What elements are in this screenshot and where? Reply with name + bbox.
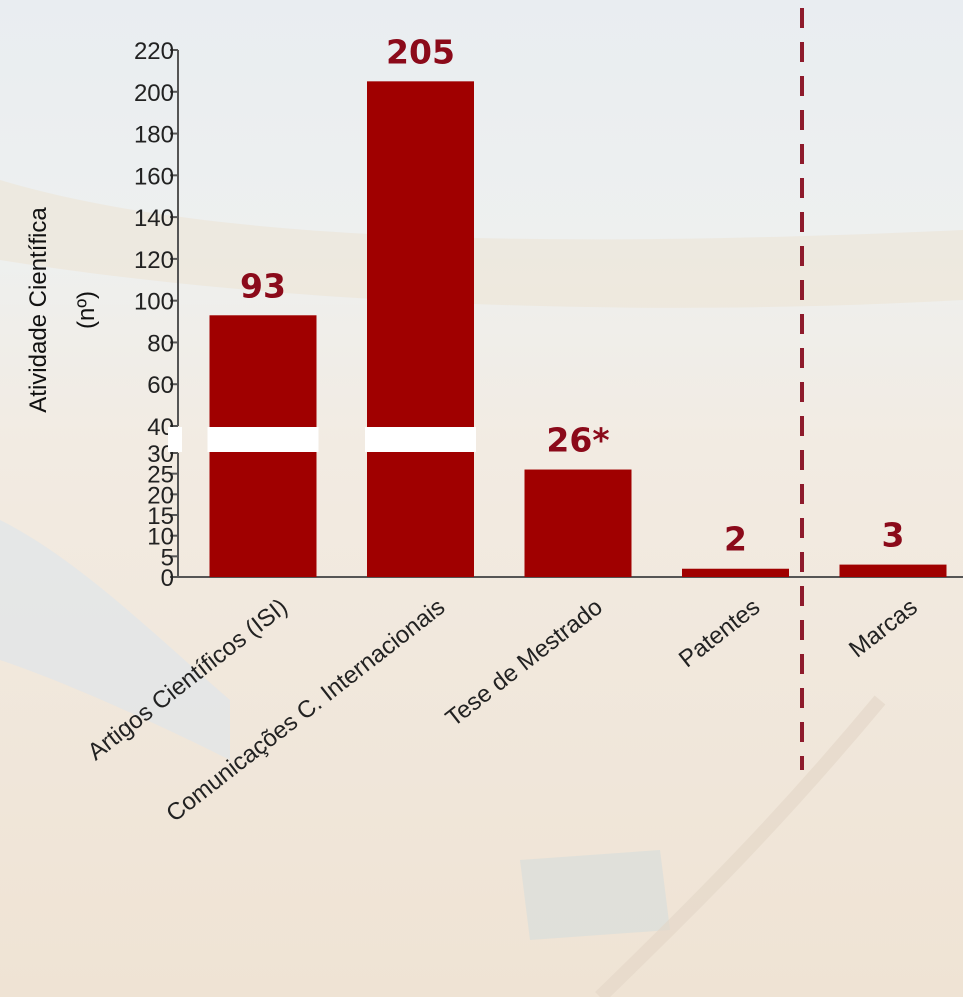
category-label: Marcas xyxy=(844,593,923,663)
y-axis-title-text: Atividade Científica xyxy=(25,207,52,413)
y-tick-label: 60 xyxy=(147,372,174,399)
y-tick-label: 5 xyxy=(161,544,174,571)
y-tick-label: 200 xyxy=(134,80,174,107)
y-tick-label: 180 xyxy=(134,122,174,149)
y-tick-label: 0 xyxy=(161,565,174,592)
y-tick-label: 20 xyxy=(147,482,174,509)
y-tick-label: 220 xyxy=(134,38,174,65)
y-tick-label: 160 xyxy=(134,163,174,190)
y-axis-title: Atividade Científica (nº) xyxy=(25,207,100,413)
y-axis-title-unit: (nº) xyxy=(73,291,100,329)
y-tick-label: 100 xyxy=(134,289,174,316)
category-label: Patentes xyxy=(674,593,765,673)
data-label: 26* xyxy=(546,421,609,460)
data-label: 93 xyxy=(240,266,286,305)
bar-break-gap xyxy=(365,427,476,452)
bar xyxy=(367,81,474,577)
category-label: Comunicações C. Internacionais xyxy=(161,593,450,827)
y-tick-label: 140 xyxy=(134,205,174,232)
y-tick-label: 80 xyxy=(147,330,174,357)
bars xyxy=(209,81,947,577)
data-label: 2 xyxy=(724,520,747,559)
bar xyxy=(839,564,947,577)
data-labels: 93 205 26* 2 3 xyxy=(240,32,904,558)
axis-break xyxy=(168,427,476,452)
category-labels: Artigos Científicos (ISI)Comunicações C.… xyxy=(83,593,923,827)
y-tick-label: 25 xyxy=(147,462,174,489)
y-tick-label: 10 xyxy=(147,524,174,551)
data-label: 3 xyxy=(882,516,905,555)
bar-break-gap xyxy=(207,427,319,452)
bar xyxy=(524,469,632,577)
y-axis-break-gap xyxy=(168,427,182,452)
y-tick-label: 120 xyxy=(134,247,174,274)
y-tick-label: 15 xyxy=(147,503,174,530)
category-label: Tese de Mestrado xyxy=(441,593,608,732)
data-label: 205 xyxy=(386,32,455,71)
bar xyxy=(682,568,789,577)
